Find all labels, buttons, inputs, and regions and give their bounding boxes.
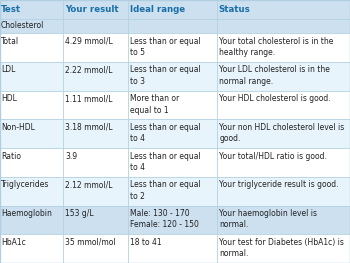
Bar [63, 206, 128, 234]
Text: 153 g/L: 153 g/L [65, 209, 94, 218]
Bar [128, 0, 217, 19]
Text: 3.9: 3.9 [65, 151, 78, 160]
Text: 1.11 mmol/L: 1.11 mmol/L [65, 94, 113, 103]
Bar [217, 148, 350, 177]
Text: Test: Test [1, 5, 21, 14]
Bar [0, 19, 63, 33]
Text: Male: 130 - 170
Female: 120 - 150: Male: 130 - 170 Female: 120 - 150 [130, 209, 199, 229]
Text: 4.29 mmol/L: 4.29 mmol/L [65, 37, 113, 45]
Bar [217, 91, 350, 119]
Text: 2.12 mmol/L: 2.12 mmol/L [65, 180, 113, 189]
Bar [128, 206, 217, 234]
Bar [0, 33, 63, 62]
Bar [217, 0, 350, 19]
Bar [0, 206, 63, 234]
Bar [0, 0, 63, 19]
Bar [217, 19, 350, 33]
Text: 3.18 mmol/L: 3.18 mmol/L [65, 123, 113, 132]
Text: Total: Total [1, 37, 19, 45]
Bar [0, 234, 63, 263]
Text: 18 to 41: 18 to 41 [130, 238, 162, 247]
Text: Triglycerides: Triglycerides [1, 180, 49, 189]
Text: Non-HDL: Non-HDL [1, 123, 35, 132]
Bar [217, 62, 350, 91]
Text: Your test for Diabetes (HbA1c) is
normal.: Your test for Diabetes (HbA1c) is normal… [219, 238, 344, 258]
Bar [217, 234, 350, 263]
Text: LDL: LDL [1, 65, 15, 74]
Bar [63, 62, 128, 91]
Text: Your haemoglobin level is
normal.: Your haemoglobin level is normal. [219, 209, 317, 229]
Bar [128, 91, 217, 119]
Bar [128, 119, 217, 148]
Text: Cholesterol: Cholesterol [1, 21, 44, 30]
Bar [63, 19, 128, 33]
Bar [217, 33, 350, 62]
Text: Your total cholesterol is in the
healthy range.: Your total cholesterol is in the healthy… [219, 37, 334, 57]
Text: More than or
equal to 1: More than or equal to 1 [130, 94, 180, 114]
Bar [217, 119, 350, 148]
Bar [63, 177, 128, 206]
Text: HbA1c: HbA1c [1, 238, 26, 247]
Bar [0, 91, 63, 119]
Bar [217, 177, 350, 206]
Bar [128, 33, 217, 62]
Bar [128, 62, 217, 91]
Bar [63, 0, 128, 19]
Bar [63, 119, 128, 148]
Text: 35 mmol/mol: 35 mmol/mol [65, 238, 116, 247]
Text: Ideal range: Ideal range [130, 5, 185, 14]
Bar [63, 91, 128, 119]
Text: Ratio: Ratio [1, 151, 21, 160]
Bar [128, 19, 217, 33]
Text: Less than or equal
to 4: Less than or equal to 4 [130, 151, 201, 172]
Text: Haemoglobin: Haemoglobin [1, 209, 52, 218]
Text: Less than or equal
to 3: Less than or equal to 3 [130, 65, 201, 86]
Bar [128, 177, 217, 206]
Text: Less than or equal
to 2: Less than or equal to 2 [130, 180, 201, 201]
Bar [128, 234, 217, 263]
Text: HDL: HDL [1, 94, 17, 103]
Bar [217, 206, 350, 234]
Bar [0, 148, 63, 177]
Bar [128, 148, 217, 177]
Text: Your non HDL cholesterol level is
good.: Your non HDL cholesterol level is good. [219, 123, 345, 143]
Bar [63, 148, 128, 177]
Text: Your LDL cholesterol is in the
normal range.: Your LDL cholesterol is in the normal ra… [219, 65, 330, 86]
Text: Less than or equal
to 5: Less than or equal to 5 [130, 37, 201, 57]
Text: Your triglyceride result is good.: Your triglyceride result is good. [219, 180, 339, 189]
Text: Your result: Your result [65, 5, 118, 14]
Text: Status: Status [219, 5, 251, 14]
Text: 2.22 mmol/L: 2.22 mmol/L [65, 65, 113, 74]
Text: Your total/HDL ratio is good.: Your total/HDL ratio is good. [219, 151, 327, 160]
Bar [63, 234, 128, 263]
Bar [0, 119, 63, 148]
Text: Less than or equal
to 4: Less than or equal to 4 [130, 123, 201, 143]
Bar [63, 33, 128, 62]
Bar [0, 177, 63, 206]
Text: Your HDL cholesterol is good.: Your HDL cholesterol is good. [219, 94, 331, 103]
Bar [0, 62, 63, 91]
